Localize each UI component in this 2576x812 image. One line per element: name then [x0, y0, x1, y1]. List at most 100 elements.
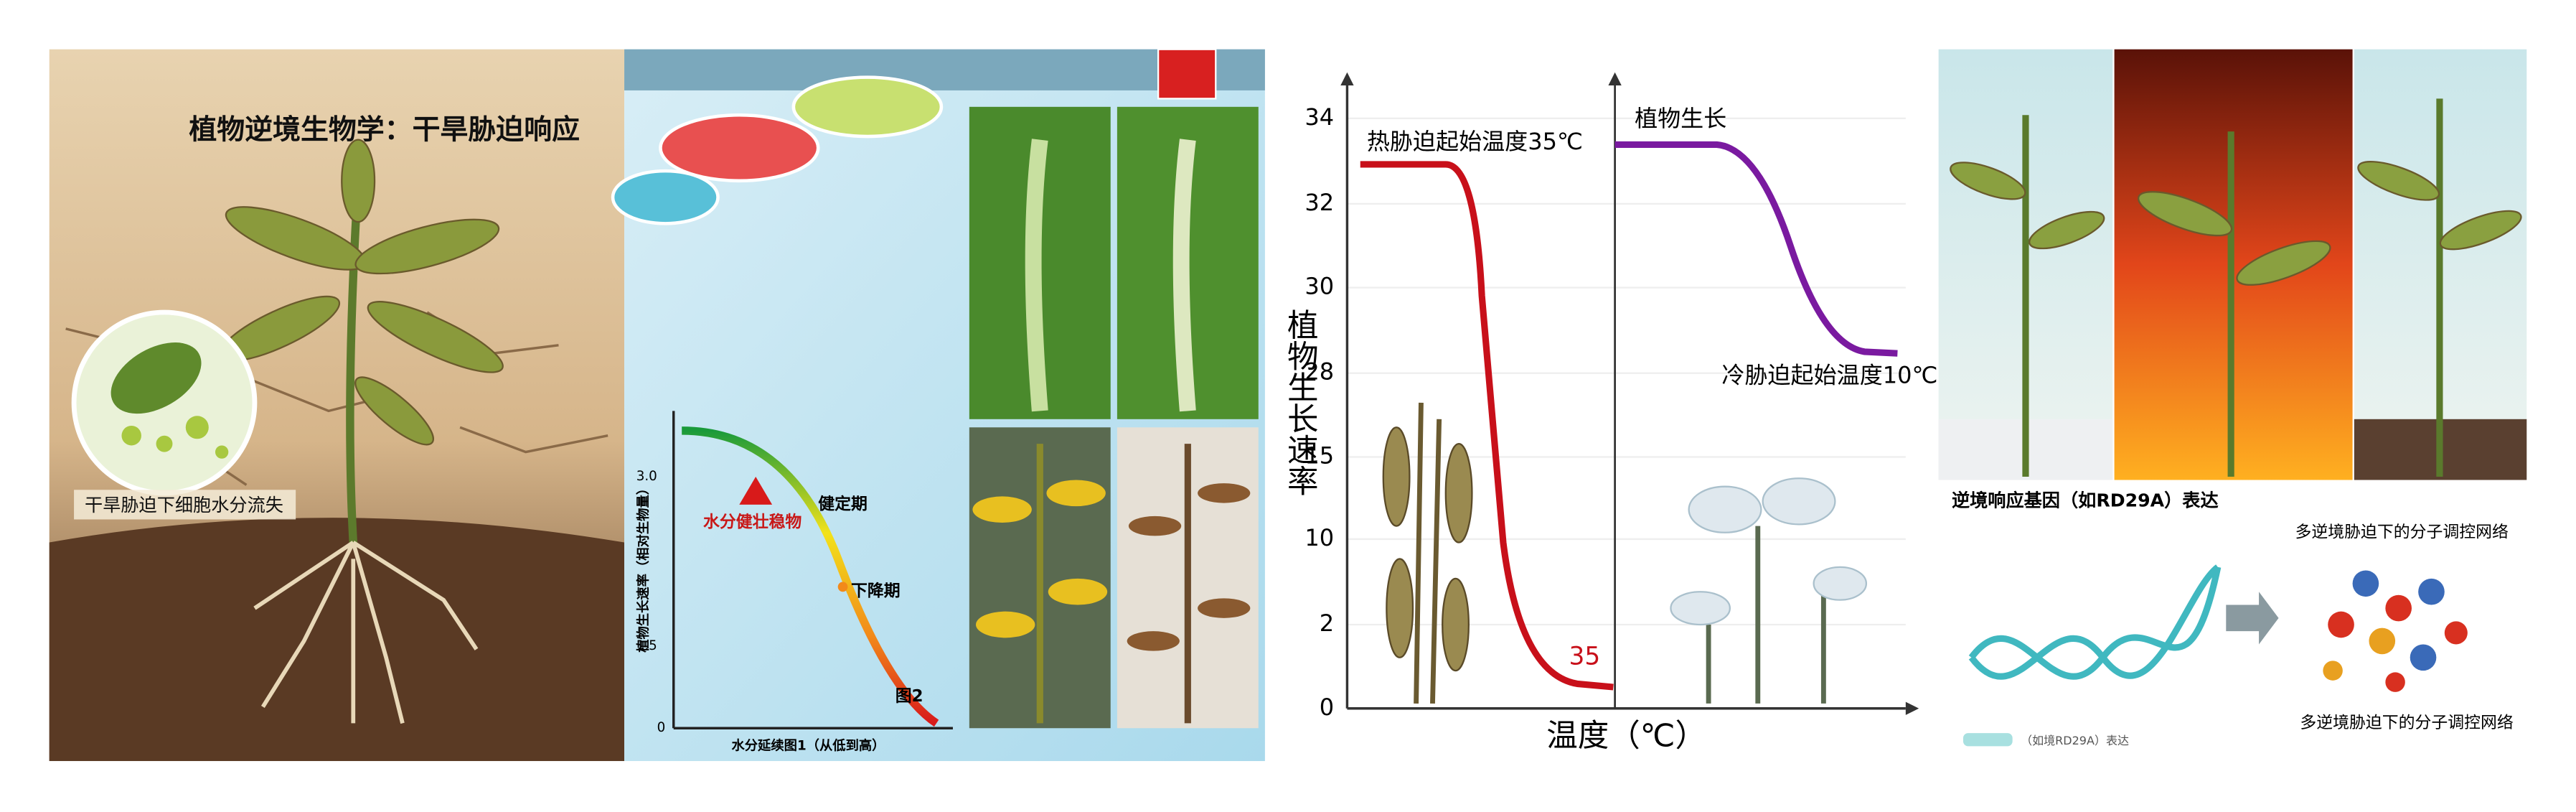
panel-plant-leaves-part [2137, 191, 2233, 237]
inset-droplets-part [121, 425, 141, 446]
panel-lab: 3.0 1.5 0 植物生长速率（相对生物量） 水分延续图1（从低到高） 健定期… [611, 48, 1265, 762]
network-label: 多逆境胁迫下的分子调控网络 [2295, 523, 2509, 541]
y-tick-label: 0 [657, 720, 666, 735]
molecule-part [2418, 578, 2445, 605]
panel-plant-leaves [1950, 161, 2522, 286]
test-tube [1157, 48, 1217, 100]
panel-plant-leaves-part [2439, 210, 2522, 251]
plant-stem [346, 180, 362, 543]
molecule-part [2328, 611, 2354, 638]
plant-leaves [218, 139, 504, 446]
molecule-part [2385, 594, 2412, 622]
panel-plant-leaves-part [2029, 210, 2105, 250]
frozen-leaves [1670, 477, 1868, 626]
plant-leaves-part [354, 218, 500, 275]
panel-plant-leaves-part [1950, 162, 2026, 200]
frozen-leaves-part [1813, 566, 1868, 601]
photo-leaves-part [972, 496, 1032, 523]
soil-section [49, 518, 625, 762]
withered-plant-stem [1414, 402, 1442, 704]
photo-leaves-part [1127, 631, 1180, 651]
photo-leaves [972, 480, 1108, 638]
petri-dish [659, 113, 820, 183]
frozen-leaves-part [1670, 591, 1731, 626]
growth-curve [682, 426, 939, 727]
y-tick-label: 34 [1305, 103, 1334, 131]
withered-leaves [1382, 426, 1473, 672]
y-tick-label: 2 [1320, 610, 1334, 637]
cold-curve [1614, 141, 1898, 357]
marker-label: 水分健壮稳物 [703, 513, 802, 532]
arrow [2226, 592, 2279, 645]
axis-arrow [1340, 72, 1354, 86]
phase-label: 下降期 [851, 582, 901, 601]
y-axis-label: 植物生长速率（相对生物量） [636, 482, 652, 653]
temperature-background [1264, 49, 1914, 762]
y-tick-label: 30 [1305, 273, 1334, 300]
inset-droplets-part [215, 445, 229, 459]
panel-plant-stems [2022, 98, 2443, 477]
panel-plant-leaves-part [2357, 161, 2440, 201]
inset-label-bg [74, 490, 296, 520]
withered-leaves-part [1444, 443, 1473, 543]
photo-leaves-part [1128, 515, 1182, 536]
molecule-part [2385, 672, 2405, 692]
panel-plant-leaves-part [2236, 240, 2331, 286]
withered-leaves-part [1382, 426, 1411, 527]
axis-arrow [1608, 72, 1622, 86]
photo-leaves-part [1046, 480, 1106, 507]
y-tick-label: 0 [1320, 694, 1334, 721]
panel-drought: 植物逆境生物学：干旱胁迫响应 干旱胁迫下细胞水分流失 [49, 49, 625, 762]
inset-droplets-part [185, 416, 209, 439]
inset-label: 干旱胁迫下细胞水分流失 [85, 495, 283, 515]
growth-label: 植物生长 [1635, 105, 1726, 132]
frozen-leaves-part [1762, 477, 1836, 526]
frozen-plant-stem [1706, 526, 1826, 704]
network-label: 多逆境胁迫下的分子调控网络 [2300, 714, 2514, 732]
frozen-leaves-part [1688, 485, 1762, 533]
x-axis-label: 温度（℃） [1546, 718, 1706, 754]
inset-leaf [111, 342, 202, 414]
y-tick-label: 15 [1305, 442, 1334, 469]
dna-helix [1968, 564, 2222, 680]
petri-dish [791, 75, 944, 139]
withered-leaves-part [1442, 577, 1470, 672]
x-axis-label: 水分延续图1（从低到高） [731, 737, 885, 753]
photo-leaves-part [976, 611, 1035, 638]
panel-temperature: 34 32 30 28 15 10 2 0 植物生长速率 温度（℃） 热胁迫起始… [1264, 49, 1938, 762]
plant-roots [253, 541, 479, 724]
photo-leaf [1025, 139, 1048, 412]
grid-lines [1347, 117, 1906, 626]
legend-label: （如境RD29A）表达 [2021, 734, 2129, 747]
heat-label: 热胁迫起始温度35℃ [1367, 128, 1583, 155]
inset-droplets [121, 416, 229, 459]
molecule-part [2444, 621, 2468, 645]
heat-curve [1360, 161, 1614, 691]
cold-label: 冷胁迫起始温度10℃ [1721, 361, 1937, 388]
molecule-part [2369, 627, 2396, 655]
photo-leaves-part [1198, 483, 1251, 503]
withered-leaves-part [1386, 558, 1414, 658]
y-tick-label: 28 [1305, 358, 1334, 386]
molecule [2323, 570, 2468, 692]
photo-leaves [1127, 483, 1251, 651]
y-tick-label: 3.0 [636, 469, 657, 484]
photo-leaf [1172, 139, 1196, 412]
drought-title: 植物逆境生物学：干旱胁迫响应 [189, 114, 580, 146]
figure-label: 图2 [896, 687, 923, 706]
plant-leaves-part [354, 376, 434, 446]
molecule-part [2352, 570, 2379, 597]
y-axis-label: 植物生长速率 [1282, 309, 1317, 496]
y-tick-label: 32 [1305, 189, 1334, 216]
petri-dish [611, 169, 720, 225]
molecule-part [2410, 644, 2437, 671]
molecule-part [2323, 661, 2343, 681]
marker-triangle [739, 476, 773, 505]
gene-label: 逆境响应基因（如RD29A）表达 [1952, 490, 2219, 510]
y-tick-label: 1.5 [636, 638, 657, 653]
axis-arrow [1905, 701, 1919, 715]
curve-point [837, 582, 848, 592]
plant-leaves-part [367, 301, 504, 373]
y-tick-label: 10 [1305, 524, 1334, 551]
